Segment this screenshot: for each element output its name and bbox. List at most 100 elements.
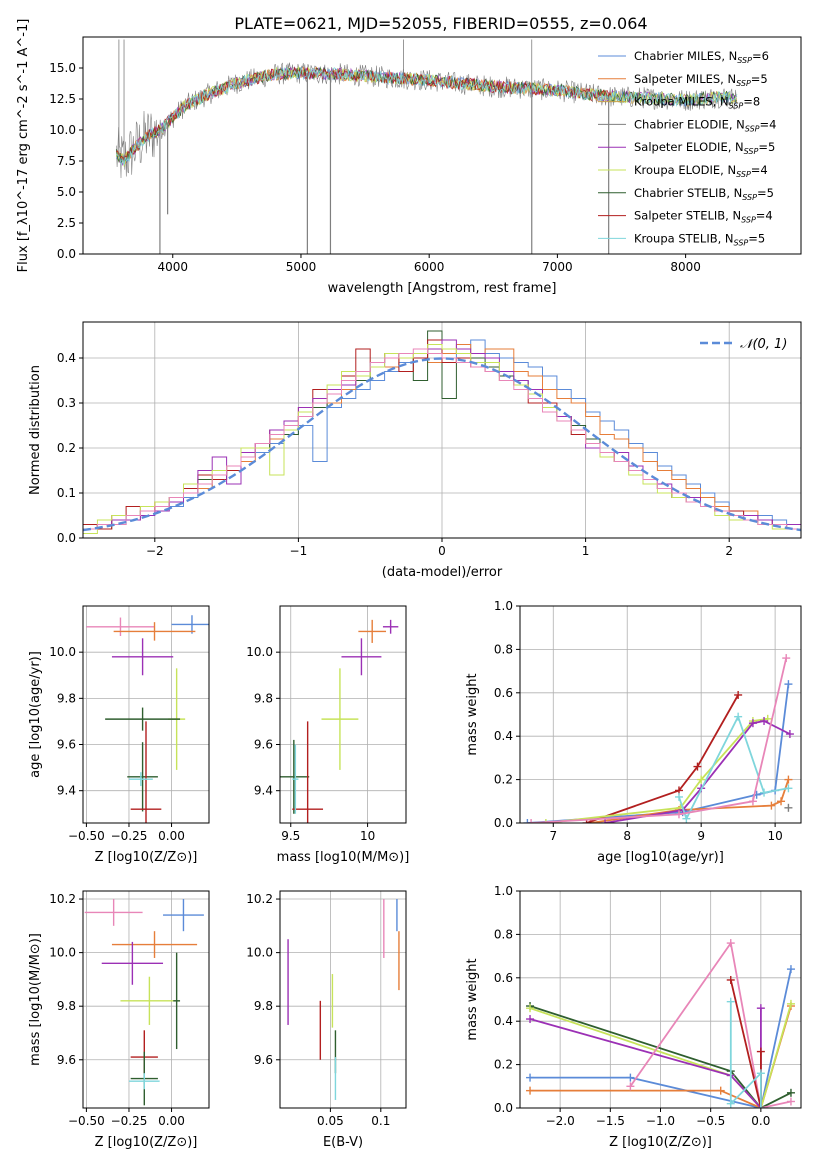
age_vs_Z-ytick-label: 9.4 bbox=[57, 784, 76, 798]
legend-value: =5 bbox=[757, 186, 774, 200]
spectrum-ytick-label: 2.5 bbox=[57, 216, 76, 230]
residuals-ytick-label: 0.3 bbox=[57, 396, 76, 410]
residuals-ytick-label: 0.2 bbox=[57, 441, 76, 455]
residuals-xtick-label: 1 bbox=[582, 544, 590, 558]
spectrum-ytick-label: 12.5 bbox=[49, 92, 76, 106]
residuals-panel: −2 −1 0 1 2 0.0 0.1 0.2 0.3 0.4 (data-model)/error… bbox=[28, 321, 802, 580]
spectrum-panel: 4000 5000 6000 7000 8000 0.0 2.5 5.0 7.5 10.0 12.5… bbox=[16, 19, 802, 296]
residuals-plot-area bbox=[83, 330, 801, 534]
legend-label: Salpeter MILES, NSSP=5 bbox=[634, 72, 768, 88]
mass_vs_Z-xtick-label: −0.50 bbox=[68, 1114, 105, 1128]
spectrum-xtick-label: 4000 bbox=[157, 260, 188, 274]
age_vs_mass-xtick-label: 9.5 bbox=[281, 829, 300, 843]
massweight_vs_age-ytick-label: 1.0 bbox=[494, 599, 513, 613]
mass_vs_ebv-plot-area bbox=[287, 899, 400, 1100]
massweight_vs_age-xlabel: age [log10(age/yr)] bbox=[597, 850, 724, 865]
spectrum-ytick-label: 0.0 bbox=[57, 247, 76, 261]
massweight_vs_age-ytick-label: 0.4 bbox=[494, 729, 513, 743]
massweight_vs_age-panel: 7 8 9 10 0.0 0.2 0.4 0.6 0.8 1.0 age [log10(age/yr… bbox=[465, 599, 802, 865]
massweight_vs_Z-ytick-label: 0.4 bbox=[494, 1014, 513, 1028]
mass_vs_ebv-ytick-label: 9.6 bbox=[254, 1053, 273, 1067]
normal-curve bbox=[83, 357, 801, 532]
age_vs_Z-xlabel: Z [log10(Z/Z⊙)] bbox=[95, 850, 198, 865]
weight-line-chabrier-miles bbox=[530, 968, 792, 1108]
massweight_vs_age-xtick-label: 10 bbox=[767, 829, 782, 843]
massweight_vs_Z-panel: −2.0 −1.5 −1.0 −0.5 0.0 0.0 0.2 0.4 0.6 0.8 1.0 Z [… bbox=[465, 884, 802, 1150]
age_vs_mass-ytick-label: 9.4 bbox=[254, 784, 273, 798]
residuals-ytick-label: 0.0 bbox=[57, 531, 76, 545]
legend-value: =5 bbox=[758, 140, 775, 154]
mass_vs_ebv-xtick-label: 0.1 bbox=[371, 1114, 390, 1128]
mass_vs_Z-xtick-label: 0.00 bbox=[158, 1114, 185, 1128]
age_vs_Z-plot-area bbox=[86, 615, 209, 823]
spectrum-frame bbox=[82, 36, 802, 255]
massweight_vs_Z-xtick-label: −1.0 bbox=[646, 1114, 675, 1128]
age_vs_mass-ytick-label: 9.6 bbox=[254, 738, 273, 752]
massweight_vs_age-frame bbox=[519, 605, 802, 824]
residuals-xtick-label: 0 bbox=[438, 544, 446, 558]
massweight_vs_age-ytick-label: 0.0 bbox=[494, 816, 513, 830]
residuals-xlabel: (data-model)/error bbox=[382, 565, 503, 580]
weight-line-salpeter-elodie bbox=[604, 720, 791, 823]
legend-value: =5 bbox=[748, 231, 765, 245]
mass_vs_Z-ytick-label: 9.6 bbox=[57, 1053, 76, 1067]
spectrum-ylabel: Flux [f_λ10^-17 erg cm^-2 s^-1 A^-1] bbox=[16, 19, 31, 273]
residuals-ytick-label: 0.1 bbox=[57, 486, 76, 500]
age_vs_Z-ylabel: age [log10(age/yr)] bbox=[28, 651, 43, 778]
mass_vs_Z-plot-area bbox=[84, 899, 204, 1106]
weight-line-pink-series bbox=[629, 940, 792, 1108]
mass_vs_ebv-panel: 0.05 0.1 9.6 9.8 10.0 10.2 E(B-V) bbox=[246, 890, 407, 1150]
legend-label: Chabrier ELODIE, NSSP=4 bbox=[634, 117, 776, 133]
legend-subscript: SSP bbox=[745, 124, 760, 133]
massweight_vs_Z-xlabel: Z [log10(Z/Z⊙)] bbox=[609, 1135, 712, 1150]
spectrum-ytick-label: 7.5 bbox=[57, 154, 76, 168]
age_vs_mass-xtick-label: 10 bbox=[360, 829, 375, 843]
spectrum-xlabel: wavelength [Angstrom, rest frame] bbox=[328, 281, 557, 296]
massweight_vs_Z-ytick-label: 0.8 bbox=[494, 927, 513, 941]
age_vs_Z-ytick-label: 9.8 bbox=[57, 691, 76, 705]
mass_vs_Z-frame bbox=[82, 890, 210, 1109]
spectrum-xtick-label: 7000 bbox=[542, 260, 573, 274]
mass_vs_ebv-frame bbox=[279, 890, 407, 1109]
legend-value: =4 bbox=[751, 163, 768, 177]
residuals-ylabel: Normed distribution bbox=[28, 365, 43, 495]
massweight_vs_Z-ytick-label: 0.2 bbox=[494, 1058, 513, 1072]
mass_vs_Z-ytick-label: 9.8 bbox=[57, 999, 76, 1013]
massweight_vs_Z-xtick-label: 0.0 bbox=[751, 1114, 770, 1128]
legend-value: =8 bbox=[743, 95, 760, 109]
legend-value: =5 bbox=[751, 72, 768, 86]
massweight_vs_age-ylabel: mass weight bbox=[465, 673, 480, 755]
age_vs_Z-xtick-label: 0.00 bbox=[158, 829, 185, 843]
weight-line-salpeter-stelib bbox=[586, 694, 739, 823]
massweight_vs_Z-xtick-label: −1.5 bbox=[596, 1114, 625, 1128]
residuals-xtick-label: 2 bbox=[725, 544, 733, 558]
spectrum-xtick-label: 6000 bbox=[414, 260, 445, 274]
massweight_vs_age-xtick-label: 7 bbox=[549, 829, 557, 843]
mass_vs_Z-panel: −0.50 −0.25 0.00 9.6 9.8 10.0 10.2 Z [log10(Z/Z… bbox=[28, 890, 210, 1150]
age_vs_mass-ytick-label: 9.8 bbox=[254, 691, 273, 705]
massweight_vs_Z-plot-area bbox=[526, 939, 795, 1108]
weight-line-pink-series bbox=[531, 657, 788, 823]
legend-subscript: SSP bbox=[736, 170, 751, 179]
legend-subscript: SSP bbox=[741, 216, 756, 225]
spectrum-ytick-label: 15.0 bbox=[49, 61, 76, 75]
age_vs_Z-xtick-label: −0.25 bbox=[111, 829, 148, 843]
spectrum-ytick-label: 5.0 bbox=[57, 185, 76, 199]
massweight_vs_age-ytick-label: 0.8 bbox=[494, 642, 513, 656]
legend-label: Salpeter STELIB, NSSP=4 bbox=[634, 209, 773, 225]
mass_vs_Z-ylabel: mass [log10(M/M⊙)] bbox=[28, 933, 43, 1066]
legend-value: =6 bbox=[752, 49, 769, 63]
age_vs_mass-frame bbox=[279, 605, 407, 824]
legend-subscript: SSP bbox=[742, 193, 757, 202]
legend-label: Salpeter ELODIE, NSSP=5 bbox=[634, 140, 775, 156]
figure-title: PLATE=0621, MJD=52055, FIBERID=0555, z=0… bbox=[234, 14, 647, 33]
weight-line-kroupa-stelib bbox=[729, 1001, 762, 1108]
spectrum-ytick-label: 10.0 bbox=[49, 123, 76, 137]
age_vs_Z-ytick-label: 10.0 bbox=[49, 645, 76, 659]
legend-value: =4 bbox=[760, 117, 777, 131]
massweight_vs_Z-ytick-label: 1.0 bbox=[494, 884, 513, 898]
age_vs_mass-plot-area bbox=[280, 619, 399, 823]
residual-histogram-pink-series bbox=[83, 348, 801, 530]
mass_vs_Z-xtick-label: −0.25 bbox=[111, 1114, 148, 1128]
spectrum-xtick-label: 5000 bbox=[286, 260, 317, 274]
